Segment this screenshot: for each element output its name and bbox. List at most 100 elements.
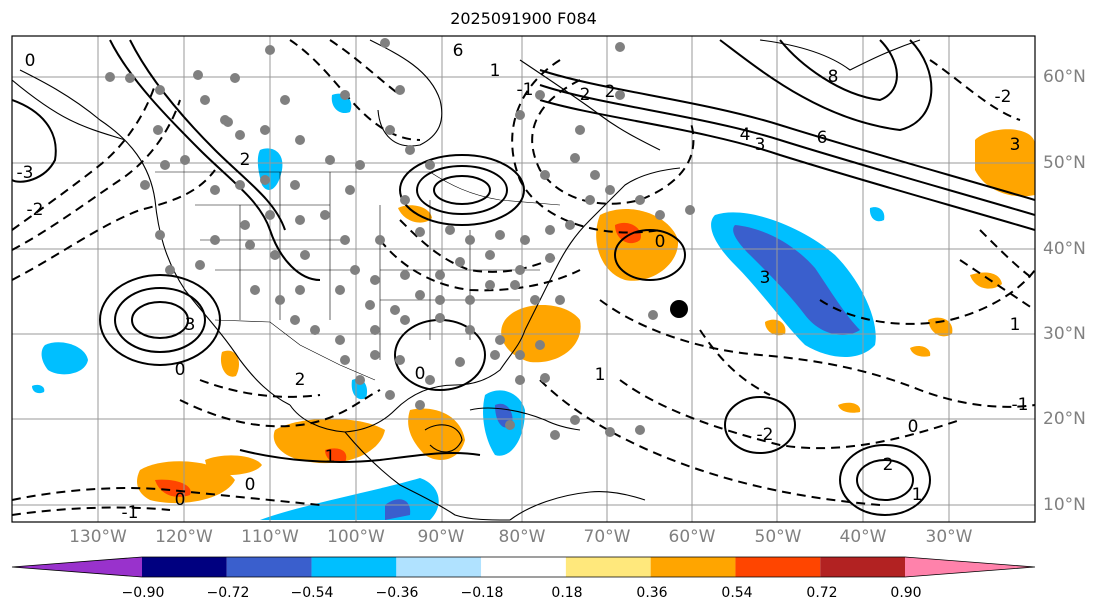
stipple-dot: [400, 315, 410, 325]
stipple-dot: [105, 72, 115, 82]
positive-anomaly-region: [928, 317, 953, 337]
stipple-dot: [240, 220, 250, 230]
south-america-north: [509, 491, 646, 521]
stipple-dot: [385, 390, 395, 400]
state-line: [195, 172, 540, 360]
stipple-dot: [545, 253, 555, 263]
stipple-dot: [515, 375, 525, 385]
stipple-dot: [140, 180, 150, 190]
contour-label: 1: [912, 485, 923, 505]
contour-solid: [539, 69, 1035, 201]
stipple-dot: [245, 240, 255, 250]
stipple-dot: [295, 135, 305, 145]
contour-solid: [839, 444, 931, 516]
stipple-dot: [355, 160, 365, 170]
contour-dashed: [929, 59, 1021, 121]
stipple-dot: [370, 350, 380, 360]
positive-anomaly-region: [838, 402, 861, 413]
contour-solid: [416, 165, 508, 215]
positive-anomaly-region: [220, 350, 240, 377]
contour-solid: [399, 154, 525, 226]
contour-solid: [239, 449, 481, 463]
contour-dashed: [979, 229, 1035, 281]
latitude-label: 20°N: [1043, 409, 1086, 429]
colorbar-tick-label: −0.72: [206, 585, 250, 601]
contour-dashed: [12, 487, 321, 506]
stipple-dot: [655, 210, 665, 220]
positive-anomaly-strong: [155, 479, 191, 497]
colorbar-tick-label: −0.18: [460, 585, 504, 601]
positive-anomaly-region: [408, 408, 465, 460]
stipple-dot: [495, 230, 505, 240]
stipple-dot: [280, 95, 290, 105]
contour-label: 2: [580, 85, 591, 105]
stipple-dot: [485, 250, 495, 260]
stipple-dot: [550, 430, 560, 440]
contour-label: 1: [325, 447, 336, 467]
storm-center-marker: [670, 300, 688, 318]
gulf-coast: [289, 329, 526, 433]
contour-dashed: [511, 59, 661, 234]
colorbar-tick-label: −0.54: [290, 585, 334, 601]
contour-label: 3: [760, 268, 771, 288]
contour-label: 0: [175, 360, 186, 380]
yucatan: [424, 424, 463, 453]
stipple-dot: [310, 325, 320, 335]
colorbar: [11, 556, 1036, 578]
stipple-dot: [435, 313, 445, 323]
contour-solid: [779, 39, 898, 102]
contour-label: 2: [295, 370, 306, 390]
stipple-dot: [585, 195, 595, 205]
stipple-dot: [575, 125, 585, 135]
colorbar-tick-label: −0.90: [121, 585, 165, 601]
contour-label: 6: [453, 41, 464, 61]
significance-dots: [105, 38, 695, 440]
negative-anomaly-region: [41, 342, 88, 375]
negative-anomaly-region: [869, 207, 885, 222]
latitude-label: 30°N: [1043, 324, 1086, 344]
longitude-label: 120°W: [155, 527, 213, 547]
contour-label: 6: [817, 128, 828, 148]
positive-anomaly-region: [596, 209, 679, 281]
latitude-label: 50°N: [1043, 153, 1086, 173]
stipple-dot: [495, 335, 505, 345]
contour-solid: [131, 301, 189, 339]
stipple-dot: [365, 300, 375, 310]
stipple-dot: [415, 227, 425, 237]
colorbar-tick-label: −0.36: [375, 585, 419, 601]
stipple-dot: [395, 355, 405, 365]
colorbar-segment: [735, 557, 821, 577]
stipple-dot: [530, 295, 540, 305]
stipple-dot: [465, 325, 475, 335]
latitude-label: 10°N: [1043, 495, 1086, 515]
contour-label: 1: [595, 365, 606, 385]
stipple-dot: [515, 110, 525, 120]
negative-anomaly-strong: [733, 225, 860, 335]
map-title: 2025091900 F084: [450, 9, 597, 28]
stipple-dot: [635, 195, 645, 205]
stipple-dot: [210, 185, 220, 195]
stipple-dot: [615, 90, 625, 100]
contour-label: -2: [757, 425, 774, 445]
stipple-dot: [465, 295, 475, 305]
contour-dashed: [819, 269, 1035, 325]
stipple-dot: [540, 170, 550, 180]
colorbar-segment: [650, 557, 736, 577]
stipple-dot: [345, 185, 355, 195]
contour-label: 0: [245, 475, 256, 495]
stipple-dot: [425, 160, 435, 170]
contour-label: 3: [185, 315, 196, 335]
colorbar-segment: [311, 557, 397, 577]
contour-solid: [433, 175, 491, 205]
stipple-dot: [535, 340, 545, 350]
latitude-label: 40°N: [1043, 239, 1086, 259]
contour-solid: [12, 99, 57, 183]
longitude-label: 80°W: [498, 527, 546, 547]
stipple-dot: [290, 315, 300, 325]
stipple-dot: [545, 225, 555, 235]
negative-anomaly-region: [260, 478, 439, 520]
stipple-dot: [520, 235, 530, 245]
stipple-dot: [260, 125, 270, 135]
stipple-dot: [535, 90, 545, 100]
stipple-dot: [395, 85, 405, 95]
